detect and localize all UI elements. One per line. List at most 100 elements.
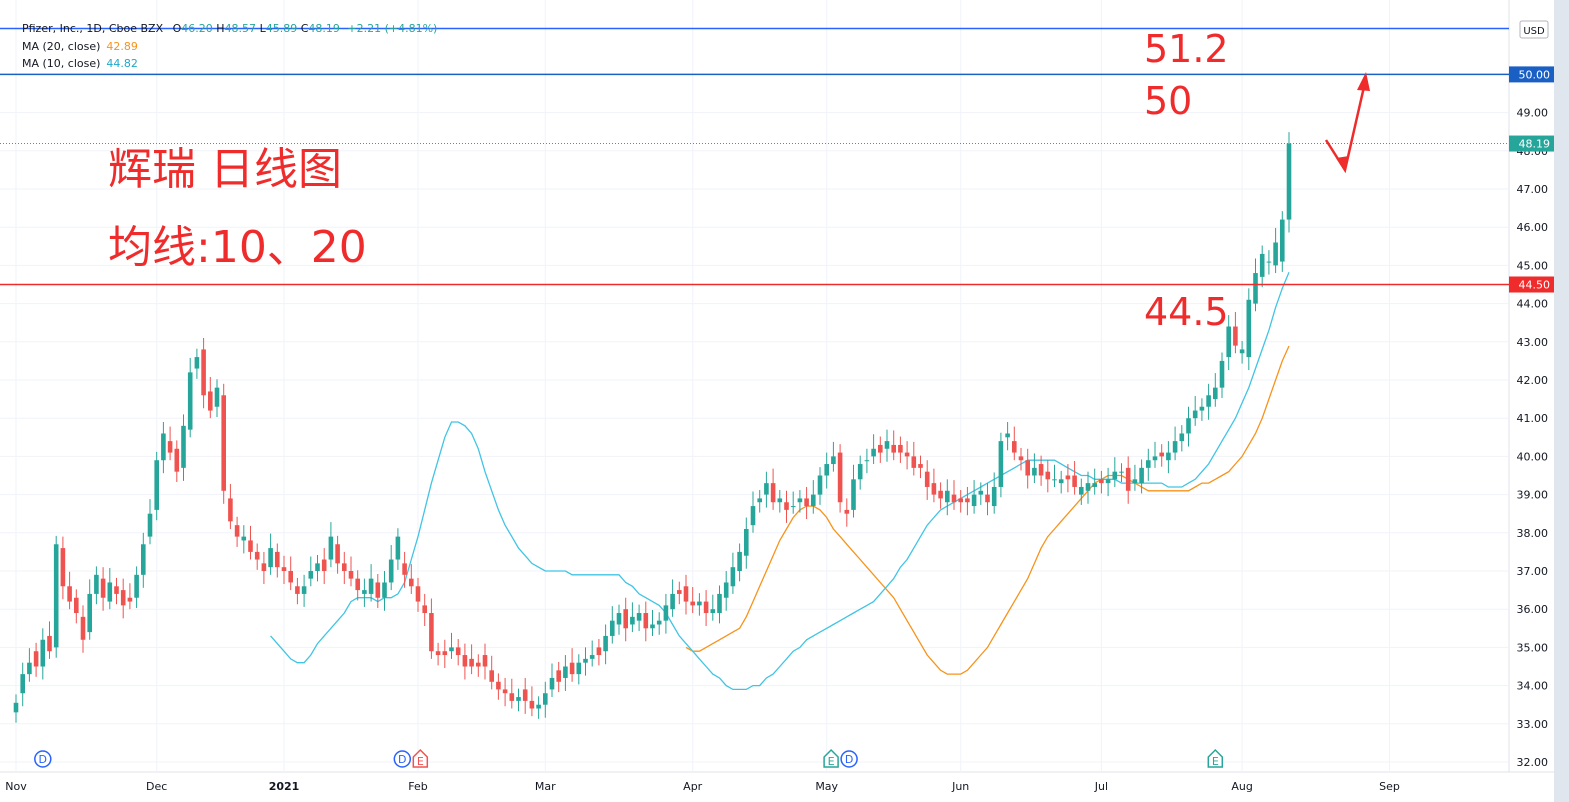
time-axis[interactable]	[0, 772, 1554, 802]
dividend-marker-label: D	[845, 753, 853, 766]
price-level-lines[interactable]: 50.00 44.50 48.19	[0, 27, 1554, 293]
dividend-marker[interactable]: D	[840, 750, 858, 768]
y-tick-label: 49.00	[1517, 107, 1549, 120]
ma20-legend-value: 42.89	[106, 40, 138, 53]
candle-body	[167, 441, 173, 453]
ohlc-open: 46.20	[181, 22, 213, 35]
candle-body	[1072, 475, 1077, 487]
candle-body	[1166, 452, 1171, 461]
candle-body	[1273, 242, 1278, 266]
candle-body	[120, 590, 126, 606]
candle-body	[60, 548, 66, 587]
y-tick-label: 44.00	[1517, 298, 1549, 311]
candle-body	[750, 506, 756, 526]
x-tick-labels: Nov Dec 2021 Feb Mar Apr May Jun Jul Aug Sep	[5, 0, 1400, 793]
x-tick-label: Dec	[146, 780, 167, 793]
candle-body	[911, 456, 917, 468]
ma10-legend[interactable]: MA (10, close) 44.82	[22, 57, 138, 70]
candle-body	[878, 444, 883, 453]
candle-body	[1012, 441, 1017, 453]
candle-body	[40, 639, 46, 667]
hand-drawn-arrow	[1324, 72, 1370, 174]
price-level-label: 44.50	[1519, 279, 1551, 292]
candle-body	[677, 590, 682, 594]
candle-body	[1085, 483, 1091, 491]
plot-area[interactable]	[0, 0, 1509, 772]
candle-body	[744, 528, 749, 556]
y-tick-label: 37.00	[1517, 565, 1549, 578]
y-tick-label: 47.00	[1517, 183, 1549, 196]
ohlc-open-label: O	[172, 22, 182, 35]
candle-body	[730, 567, 736, 587]
candle-body	[469, 658, 474, 667]
candle-body	[1139, 467, 1144, 484]
dividend-marker-label: D	[39, 753, 47, 766]
candle-body	[529, 700, 535, 709]
candle-body	[208, 391, 213, 411]
dividend-marker[interactable]: D	[393, 750, 412, 768]
candle-body	[837, 452, 843, 503]
x-tick-label: Aug	[1231, 780, 1252, 793]
ohlc-close: 48.19	[308, 22, 340, 35]
candle-body	[663, 605, 669, 621]
y-tick-label: 40.00	[1517, 450, 1549, 463]
candle-body	[817, 475, 823, 495]
ohlc-high: 48.57	[224, 22, 257, 35]
candle-body	[871, 448, 876, 457]
candlestick-series	[13, 132, 1292, 723]
candle-body	[998, 441, 1004, 487]
candle-body	[476, 662, 481, 667]
candle-body	[1038, 464, 1044, 476]
ma20-legend[interactable]: MA (20, close) 42.89	[22, 40, 138, 53]
currency-badge[interactable]: USD	[1519, 20, 1549, 39]
candle-body	[368, 578, 374, 594]
candle-body	[904, 452, 910, 457]
price-level-tag	[1509, 66, 1554, 83]
dividend-marker[interactable]: D	[34, 750, 52, 768]
earnings-marker[interactable]: E	[412, 748, 429, 768]
candle-body	[1005, 433, 1010, 438]
currency-label: USD	[1523, 26, 1545, 37]
candle-body	[435, 651, 441, 656]
candle-body	[455, 647, 461, 656]
candle-body	[429, 613, 434, 652]
x-tick-label: Mar	[535, 780, 556, 793]
symbol-title: Pfizer, Inc., 1D, Cboe BZX	[22, 22, 164, 35]
candle-body	[717, 593, 722, 614]
earnings-marker-label: E	[417, 755, 424, 768]
y-tick-label: 32.00	[1517, 756, 1549, 769]
candle-body	[114, 586, 119, 594]
candle-body	[522, 689, 528, 701]
last-price-label: 48.19	[1519, 138, 1551, 151]
candle-body	[536, 704, 541, 709]
candle-body	[268, 548, 273, 568]
candle-body	[737, 551, 742, 571]
price-axis[interactable]	[1509, 0, 1554, 772]
candle-body	[1246, 299, 1252, 358]
y-tick-label: 34.00	[1517, 680, 1549, 693]
earnings-marker[interactable]: E	[1207, 748, 1224, 768]
arrow-hook	[1336, 156, 1349, 172]
candle-body	[33, 651, 39, 667]
candle-body	[496, 681, 501, 690]
candle-body	[790, 506, 796, 508]
candle-body	[201, 349, 206, 396]
candle-body	[127, 597, 133, 602]
ohlc-change: +2.21 (+4.81%)	[347, 22, 438, 35]
candle-body	[891, 444, 896, 453]
x-tick-label: Apr	[683, 780, 703, 793]
symbol-legend[interactable]: Pfizer, Inc., 1D, Cboe BZX O46.20 H48.57…	[22, 22, 437, 35]
candle-body	[20, 674, 25, 694]
candle-body	[1179, 433, 1185, 442]
candle-body	[442, 651, 448, 656]
candle-body	[864, 460, 870, 462]
candle-body	[107, 582, 113, 602]
candle-body	[723, 582, 729, 598]
earnings-marker[interactable]: E	[823, 748, 839, 768]
candle-body	[94, 574, 99, 594]
candle-body	[576, 662, 582, 675]
earnings-marker-shape	[1207, 748, 1224, 768]
